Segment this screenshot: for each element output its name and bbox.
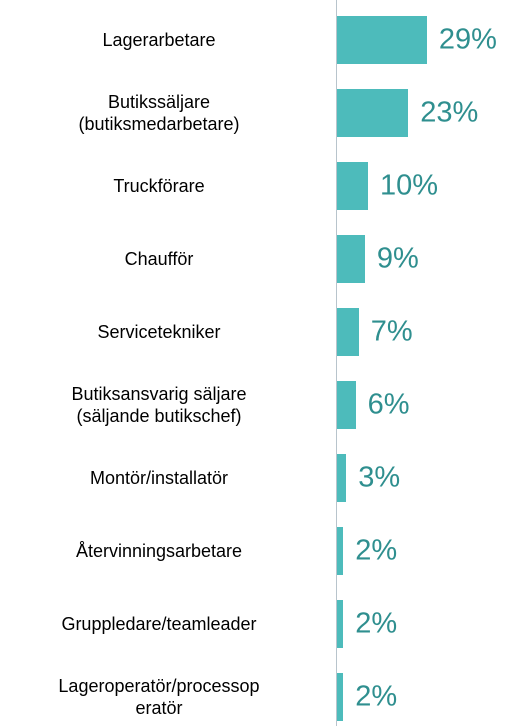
value-label: 23% — [420, 96, 479, 129]
bar — [337, 381, 356, 429]
value-label: 2% — [355, 680, 398, 713]
value-label: 2% — [355, 607, 398, 640]
category-label: Truckförare — [113, 176, 205, 196]
value-label: 7% — [370, 315, 413, 348]
bar — [337, 308, 359, 356]
bar — [337, 16, 427, 64]
category-label: Chaufför — [124, 249, 194, 269]
bar — [337, 162, 368, 210]
bar — [337, 89, 409, 137]
value-label: 3% — [358, 461, 401, 494]
category-label: Lagerarbetare — [102, 30, 216, 50]
category-label: Lageroperatör/processop eratör — [58, 676, 260, 718]
category-label: Butiksansvarig säljare (säljande butiksc… — [71, 384, 247, 426]
bar — [337, 527, 344, 575]
bar — [337, 600, 344, 648]
category-label: Servicetekniker — [97, 322, 221, 342]
value-label: 6% — [367, 388, 410, 421]
bar — [337, 673, 344, 721]
value-label: 29% — [438, 23, 497, 56]
bar — [337, 454, 347, 502]
category-axis — [336, 0, 337, 726]
category-label: Montör/installatör — [89, 468, 229, 488]
value-label: 2% — [355, 534, 398, 567]
category-label: Återvinningsarbetare — [75, 541, 243, 561]
category-label: Butikssäljare (butiksmedarbetare) — [78, 92, 240, 134]
category-label: Gruppledare/teamleader — [61, 614, 257, 634]
value-label: 10% — [380, 169, 439, 202]
value-label: 9% — [376, 242, 419, 275]
bar — [337, 235, 365, 283]
